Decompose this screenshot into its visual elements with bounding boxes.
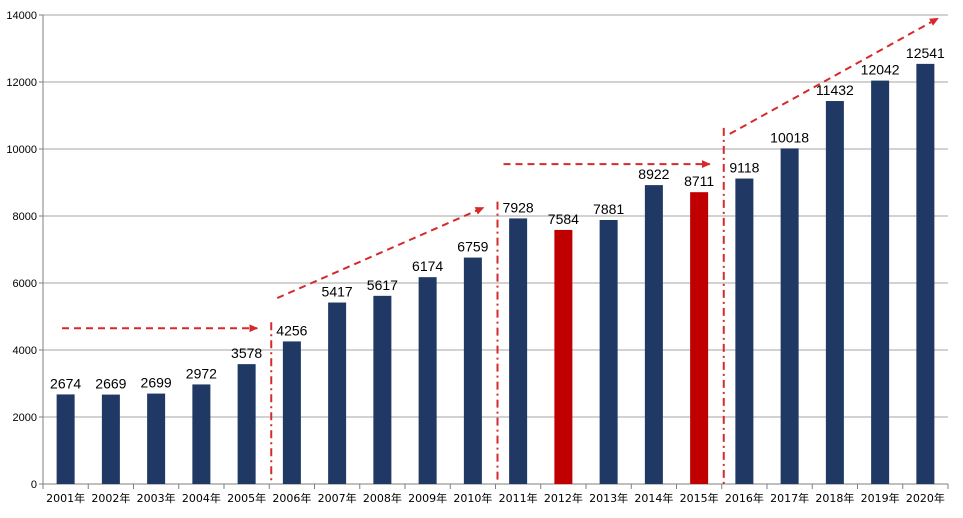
bar-2001年	[56, 394, 75, 484]
data-label-2012年: 7584	[548, 211, 579, 227]
x-tick-label-2010年: 2010年	[453, 491, 492, 505]
x-tick-label-2014年: 2014年	[634, 491, 673, 505]
x-tick-label-2015年: 2015年	[680, 491, 719, 505]
data-label-2004年: 2972	[186, 365, 217, 381]
bar-2011年	[509, 218, 528, 485]
bar-2020年	[916, 63, 935, 485]
data-label-2006年: 4256	[276, 322, 307, 338]
data-label-2008年: 5617	[367, 277, 398, 293]
data-label-2011年: 7928	[503, 199, 534, 215]
bar-2007年	[328, 302, 347, 484]
data-label-2005年: 3578	[231, 345, 262, 361]
x-tick-label-2007年: 2007年	[318, 491, 357, 505]
data-label-2014年: 8922	[638, 166, 669, 182]
x-tick-label-2001年: 2001年	[46, 491, 85, 505]
x-tick-label-2008年: 2008年	[363, 491, 402, 505]
x-tick-label-2009年: 2009年	[408, 491, 447, 505]
bar-2012年	[554, 229, 573, 484]
data-labels: 2674 2669 2699 2972 3578 4256 5417 5617 6174 6759…	[50, 45, 945, 392]
y-tick-label: 6000	[13, 278, 37, 290]
x-tick-label-2012年: 2012年	[544, 491, 583, 505]
y-tick-label: 12000	[6, 77, 37, 89]
x-tick-label-2011年: 2011年	[499, 491, 538, 505]
bar-2006年	[282, 341, 301, 484]
x-tick-label-2018年: 2018年	[815, 491, 854, 505]
data-label-2016年: 9118	[729, 160, 759, 176]
x-tick-label-2002年: 2002年	[91, 491, 130, 505]
y-tick-label: 2000	[13, 412, 37, 424]
bar-2016年	[735, 178, 754, 484]
bar-2005年	[237, 364, 256, 484]
data-label-2010年: 6759	[457, 239, 488, 255]
bar-2004年	[192, 384, 211, 484]
data-label-2020年: 12541	[906, 45, 945, 61]
bar-2002年	[101, 394, 120, 484]
bar-2015年	[690, 192, 709, 484]
x-tick-label-2006年: 2006年	[272, 491, 311, 505]
trend-arrow-2	[276, 206, 485, 299]
x-tick-label-2005年: 2005年	[227, 491, 266, 505]
bar-2008年	[373, 295, 392, 484]
trend-arrow-4	[729, 17, 939, 135]
x-tick-label-2004年: 2004年	[182, 491, 221, 505]
bar-2019年	[871, 80, 890, 484]
bar-2009年	[418, 277, 437, 484]
bar-2003年	[147, 393, 166, 484]
data-label-2013年: 7881	[593, 201, 624, 217]
bar-2013年	[599, 219, 618, 484]
x-tick-label-2003年: 2003年	[137, 491, 176, 505]
gridlines	[43, 14, 948, 418]
y-tick-label: 14000	[6, 10, 37, 22]
annotations	[62, 17, 939, 484]
y-tick-label: 4000	[13, 345, 37, 357]
y-tick-label: 10000	[6, 144, 37, 156]
data-label-2009年: 6174	[412, 258, 443, 274]
bar-2017年	[780, 148, 799, 484]
data-label-2001年: 2674	[50, 375, 81, 391]
data-label-2003年: 2699	[141, 375, 172, 391]
bar-2014年	[644, 185, 663, 484]
x-tick-label-2013年: 2013年	[589, 491, 628, 505]
data-label-2002年: 2669	[95, 376, 126, 392]
y-tick-label: 8000	[13, 211, 37, 223]
x-tick-label-2019年: 2019年	[861, 491, 900, 505]
x-tick-label-2017年: 2017年	[770, 491, 809, 505]
bars	[56, 63, 935, 485]
x-tick-label-2016年: 2016年	[725, 491, 764, 505]
bar-2018年	[825, 101, 844, 484]
y-tick-label: 0	[31, 479, 37, 491]
data-label-2017年: 10018	[770, 129, 809, 145]
data-label-2007年: 5417	[322, 284, 353, 300]
bar-2010年	[463, 257, 482, 484]
data-label-2018年: 11432	[816, 82, 854, 98]
x-tick-label-2020年: 2020年	[906, 491, 945, 505]
data-label-2015年: 8711	[684, 173, 714, 189]
data-label-2019年: 12042	[861, 62, 900, 78]
